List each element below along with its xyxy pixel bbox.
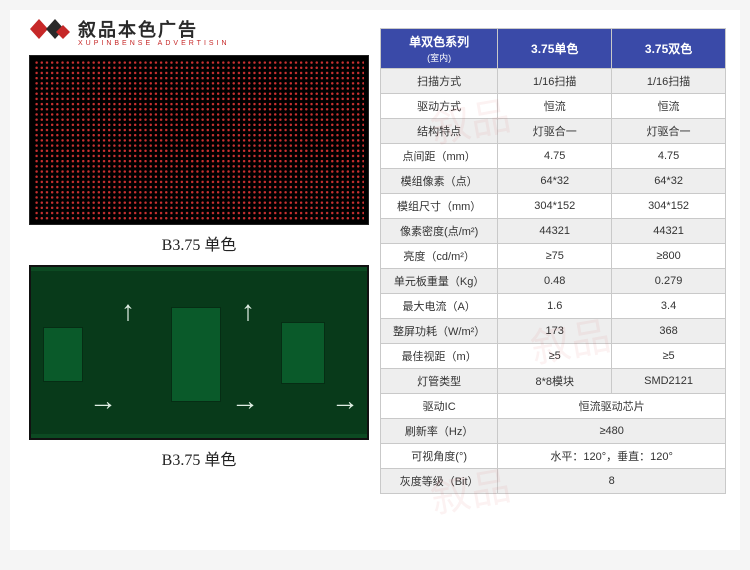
left-column: 叙品本色广告 XUPINBENSE ADVERTISIN B3.75 单色 ↑ … [10, 10, 380, 550]
table-row: 驱动IC恒流驱动芯片 [381, 394, 726, 419]
product-back-caption: B3.75 单色 [162, 446, 237, 470]
right-column: 单双色系列 (室内) 3.75单色 3.75双色 扫描方式1/16扫描1/16扫… [380, 10, 740, 550]
led-module-back-image: ↑ ↑ → → → [29, 265, 369, 440]
table-row: 驱动方式恒流恒流 [381, 94, 726, 119]
row-value-1: 1.6 [498, 294, 612, 319]
table-row: 灯管类型8*8模块SMD2121 [381, 369, 726, 394]
table-row: 刷新率（Hz）≥480 [381, 419, 726, 444]
row-label: 模组尺寸（mm） [381, 194, 498, 219]
logo: 叙品本色广告 XUPINBENSE ADVERTISIN [28, 16, 370, 47]
header-label-main: 单双色系列 [409, 35, 469, 49]
row-value-2: 0.279 [612, 269, 726, 294]
row-value-2: SMD2121 [612, 369, 726, 394]
row-value-2: 64*32 [612, 169, 726, 194]
table-header-row: 单双色系列 (室内) 3.75单色 3.75双色 [381, 29, 726, 69]
row-value-1: ≥75 [498, 244, 612, 269]
spec-table-body: 扫描方式1/16扫描1/16扫描驱动方式恒流恒流结构特点灯驱合一灯驱合一点间距（… [381, 69, 726, 494]
arrow-up-icon: ↑ [241, 297, 255, 325]
logo-text-block: 叙品本色广告 XUPINBENSE ADVERTISIN [78, 16, 230, 47]
row-value-2: 1/16扫描 [612, 69, 726, 94]
table-row: 最大电流（A）1.63.4 [381, 294, 726, 319]
table-row: 像素密度(点/m²)4432144321 [381, 219, 726, 244]
table-row: 扫描方式1/16扫描1/16扫描 [381, 69, 726, 94]
row-value-1: 64*32 [498, 169, 612, 194]
row-label: 驱动IC [381, 394, 498, 419]
row-value-2: 304*152 [612, 194, 726, 219]
row-label: 可视角度(°) [381, 444, 498, 469]
table-row: 最佳视距（m）≥5≥5 [381, 344, 726, 369]
row-value-1: 灯驱合一 [498, 119, 612, 144]
table-row: 单元板重量（Kg）0.480.279 [381, 269, 726, 294]
row-label: 刷新率（Hz） [381, 419, 498, 444]
header-label-sub: (室内) [383, 51, 495, 64]
row-value-2: 恒流 [612, 94, 726, 119]
arrow-right-icon: → [231, 387, 259, 415]
arrow-up-icon: ↑ [121, 297, 135, 325]
header-col2: 3.75双色 [612, 29, 726, 69]
product-front: B3.75 单色 [28, 55, 370, 255]
table-row: 模组像素（点）64*3264*32 [381, 169, 726, 194]
row-label: 点间距（mm） [381, 144, 498, 169]
header-col1: 3.75单色 [498, 29, 612, 69]
row-value-1: 173 [498, 319, 612, 344]
row-value-merged: 恒流驱动芯片 [498, 394, 726, 419]
row-value-1: 1/16扫描 [498, 69, 612, 94]
table-row: 可视角度(°)水平：120°，垂直：120° [381, 444, 726, 469]
row-value-2: 灯驱合一 [612, 119, 726, 144]
row-label: 像素密度(点/m²) [381, 219, 498, 244]
row-value-2: ≥5 [612, 344, 726, 369]
led-module-front-image [29, 55, 369, 225]
arrow-right-icon: → [89, 387, 117, 415]
brand-sub: XUPINBENSE ADVERTISIN [78, 40, 230, 47]
row-label: 灰度等级（Bit） [381, 469, 498, 494]
table-row: 整屏功耗（W/m²）173368 [381, 319, 726, 344]
row-value-merged: 水平：120°，垂直：120° [498, 444, 726, 469]
row-value-merged: ≥480 [498, 419, 726, 444]
row-label: 扫描方式 [381, 69, 498, 94]
spec-table: 单双色系列 (室内) 3.75单色 3.75双色 扫描方式1/16扫描1/16扫… [380, 28, 726, 494]
row-value-1: 8*8模块 [498, 369, 612, 394]
row-label: 最佳视距（m） [381, 344, 498, 369]
page: 叙品 叙品 叙品 叙品本色广告 XUPINBENSE ADVERTISIN B3… [10, 10, 740, 550]
row-value-1: 恒流 [498, 94, 612, 119]
table-row: 模组尺寸（mm）304*152304*152 [381, 194, 726, 219]
row-value-merged: 8 [498, 469, 726, 494]
row-label: 结构特点 [381, 119, 498, 144]
product-back: ↑ ↑ → → → B3.75 单色 [28, 265, 370, 470]
row-value-1: ≥5 [498, 344, 612, 369]
row-value-2: ≥800 [612, 244, 726, 269]
table-row: 点间距（mm）4.754.75 [381, 144, 726, 169]
row-label: 亮度（cd/m²） [381, 244, 498, 269]
row-label: 整屏功耗（W/m²） [381, 319, 498, 344]
row-value-2: 44321 [612, 219, 726, 244]
row-value-1: 4.75 [498, 144, 612, 169]
product-front-caption: B3.75 单色 [162, 231, 237, 255]
row-value-2: 3.4 [612, 294, 726, 319]
row-label: 灯管类型 [381, 369, 498, 394]
arrow-right-icon: → [331, 387, 359, 415]
row-value-1: 304*152 [498, 194, 612, 219]
row-value-1: 0.48 [498, 269, 612, 294]
row-label: 单元板重量（Kg） [381, 269, 498, 294]
row-value-2: 4.75 [612, 144, 726, 169]
brand-name: 叙品本色广告 [78, 16, 230, 42]
row-label: 模组像素（点） [381, 169, 498, 194]
row-label: 驱动方式 [381, 94, 498, 119]
table-row: 灰度等级（Bit）8 [381, 469, 726, 494]
row-value-2: 368 [612, 319, 726, 344]
logo-icon [28, 17, 72, 47]
table-row: 亮度（cd/m²）≥75≥800 [381, 244, 726, 269]
row-label: 最大电流（A） [381, 294, 498, 319]
header-label: 单双色系列 (室内) [381, 29, 498, 69]
table-row: 结构特点灯驱合一灯驱合一 [381, 119, 726, 144]
row-value-1: 44321 [498, 219, 612, 244]
